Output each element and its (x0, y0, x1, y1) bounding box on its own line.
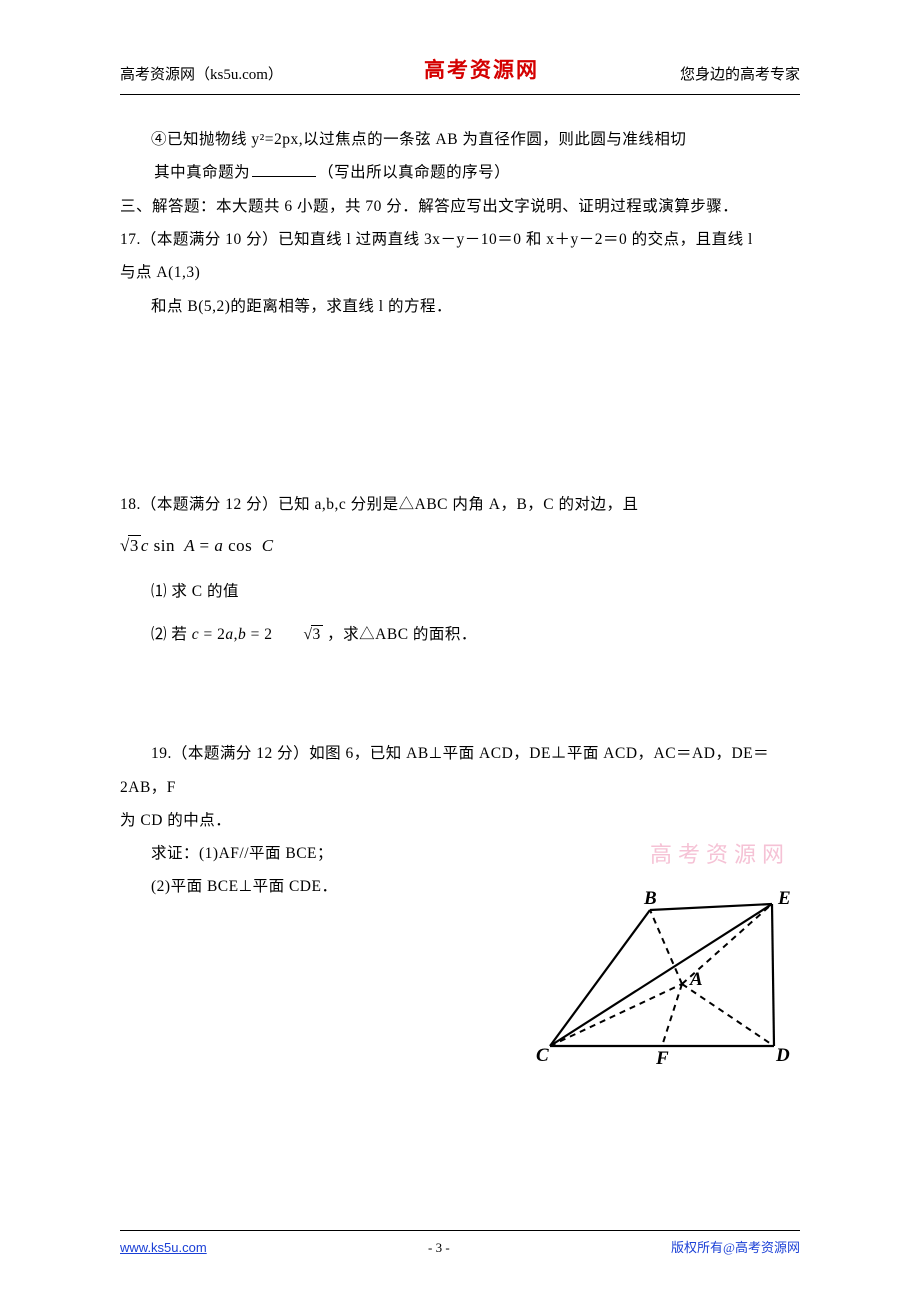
var-c: c (141, 536, 149, 555)
q18-part1: ⑴ 求 C 的值 (120, 575, 800, 608)
body: ④已知抛物线 y²=2px,以过焦点的一条弦 AB 为直径作圆，则此圆与准线相切… (120, 123, 800, 1066)
q18-p2-prefix: ⑵ 若 (151, 626, 192, 643)
watermark-text: 高考资源网 (492, 831, 800, 878)
q17-line1: 17.（本题满分 10 分）已知直线 l 过两直线 3x－y－10＝0 和 x＋… (120, 223, 800, 256)
var-a: a (214, 536, 223, 555)
q19-proof1: 求证：(1)AF//平面 BCE； (120, 837, 492, 870)
lbl-C: C (536, 1045, 549, 1066)
q19-diagram: B E A C F D (532, 886, 800, 1066)
sqrt-3b: 3 (273, 618, 323, 651)
workspace-gap-17 (120, 323, 800, 488)
fn-cos: cos (228, 536, 252, 555)
lbl-E: E (777, 888, 791, 909)
q19-proof2: (2)平面 BCE⊥平面 CDE． (120, 870, 492, 903)
footer-row: www.ks5u.com - 3 - 版权所有@高考资源网 (120, 1237, 800, 1256)
q19-proof-text: 求证：(1)AF//平面 BCE； (2)平面 BCE⊥平面 CDE． (120, 837, 492, 904)
header-rule (120, 94, 800, 95)
q17-line3: 和点 B(5,2)的距离相等，求直线 l 的方程． (120, 290, 800, 323)
q19-line1: 19.（本题满分 12 分）如图 6，已知 AB⊥平面 ACD，DE⊥平面 AC… (120, 737, 800, 804)
lbl-A: A (689, 969, 703, 990)
page-footer: www.ks5u.com - 3 - 版权所有@高考资源网 (120, 1230, 800, 1256)
answer-blank[interactable] (252, 163, 316, 177)
equals: = (200, 536, 210, 555)
var-C: C (262, 536, 274, 555)
lbl-B: B (643, 888, 657, 909)
header-title: 高考资源网 (424, 54, 539, 84)
var-A: A (184, 536, 195, 555)
geometry-svg: B E A C F D (532, 886, 800, 1066)
footer-rule (120, 1230, 800, 1231)
q17-line2: 与点 A(1,3) (120, 256, 800, 289)
q19-figure-row: 求证：(1)AF//平面 BCE； (2)平面 BCE⊥平面 CDE． 高考资源… (120, 837, 800, 1066)
workspace-gap-18 (120, 651, 800, 737)
header-source: 高考资源网（ks5u.com） (120, 63, 283, 84)
q18-p2-math: c = 2a,b = 23 (192, 626, 323, 643)
lbl-F: F (655, 1048, 669, 1066)
q18-part2: ⑵ 若 c = 2a,b = 23 ，求△ABC 的面积． (120, 618, 800, 651)
q19-right-col: 高考资源网 (492, 837, 800, 1066)
lbl-D: D (775, 1045, 790, 1066)
footer-copyright: 版权所有@高考资源网 (671, 1237, 800, 1256)
sqrt-3: 3 (120, 527, 141, 564)
q18-p2-suffix: ，求△ABC 的面积． (323, 626, 477, 643)
true-prop-prefix: 其中真命题为 (154, 164, 250, 181)
header-tagline: 您身边的高考专家 (680, 63, 800, 84)
q18-stem: 18.（本题满分 12 分）已知 a,b,c 分别是△ABC 内角 A，B，C … (120, 488, 800, 521)
true-prop-suffix: （写出所以真命题的序号） (318, 164, 510, 181)
page-header: 高考资源网（ks5u.com） 高考资源网 您身边的高考专家 (120, 54, 800, 90)
statement-4: ④已知抛物线 y²=2px,以过焦点的一条弦 AB 为直径作圆，则此圆与准线相切 (120, 123, 800, 156)
footer-url[interactable]: www.ks5u.com (120, 1240, 207, 1255)
fn-sin: sin (154, 536, 175, 555)
section-3-heading: 三、解答题：本大题共 6 小题，共 70 分．解答应写出文字说明、证明过程或演算… (120, 190, 800, 223)
page-container: 高考资源网（ks5u.com） 高考资源网 您身边的高考专家 ④已知抛物线 y²… (0, 0, 920, 1302)
footer-pagenum: - 3 - (428, 1240, 450, 1256)
true-proposition-line: 其中真命题为 （写出所以真命题的序号） (120, 156, 800, 189)
q18-equation: 3c sin A = a cos C (120, 527, 800, 564)
